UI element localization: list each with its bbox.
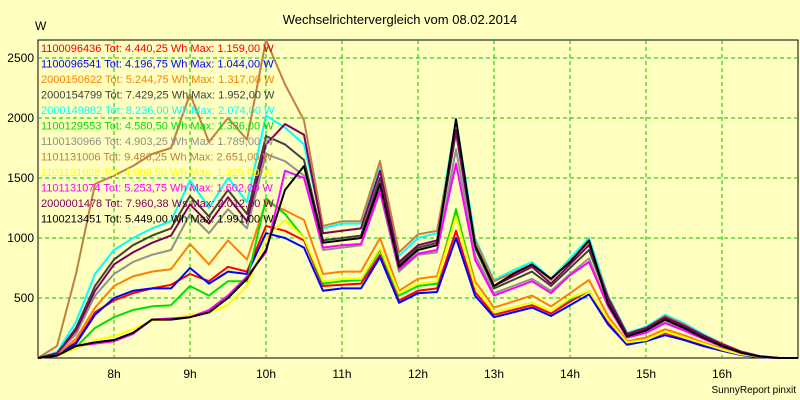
x-tick-label: 8h [107,367,120,381]
series-line-4 [37,114,798,359]
legend-entry: 1100096436 Tot: 4.440,25 Wh Max: 1.159,0… [41,43,274,55]
y-tick-label: 2500 [7,51,34,65]
x-tick-label: 14h [560,367,580,381]
x-tick-label: 15h [636,367,656,381]
y-tick-label: 2000 [7,111,34,125]
y-tick-labels: 500 1000 1500 2000 2500 [7,51,34,305]
series-line-0 [37,225,798,359]
series-line-2 [37,201,798,359]
legend-entry: 1100096541 Tot: 4.196,75 Wh Max: 1.044,0… [41,59,274,71]
x-tick-label: 11h [332,367,351,381]
legend-entry: 1101131074 Tot: 5.253,75 Wh Max: 1.602,0… [41,183,273,195]
series-line-11 [37,118,798,359]
legend-entry: 1101131028 Tot: 4.969,50 Wh Max: 1.320,0… [41,167,273,179]
series-line-7 [37,38,798,359]
x-tick-label: 13h [484,367,504,381]
legend-entry: 2000150622 Tot: 5.244,75 Wh Max: 1.317,0… [41,74,275,86]
legend-entry: 1100213451 Tot: 5.449,00 Wh Max: 1.991,0… [41,214,274,226]
y-tick-label: 1000 [7,231,34,245]
y-tick-label: 500 [14,291,34,305]
legend-entry: 2000149882 Tot: 8.236,00 Wh Max: 2.074,0… [41,105,275,117]
y-tick-label: 1500 [7,171,34,185]
legend-entry: 1100130966 Tot: 4.903,25 Wh Max: 1.789,0… [41,136,274,148]
x-tick-labels: 8h 9h 10h 11h 12h 13h 14h 15h 16h [107,367,732,381]
legend-entry: 2000154799 Tot: 7.429,25 Wh Max: 1.952,0… [41,90,275,102]
x-tick-label: 10h [256,367,276,381]
x-tick-label: 12h [408,367,428,381]
series-line-1 [37,232,798,359]
series-line-10 [37,123,798,359]
legend-entry: 1101131006 Tot: 9.486,25 Wh Max: 2.651,0… [41,152,273,164]
legend-entry: 2000001478 Tot: 7.960,38 Ws Max: 2.012,0… [41,198,274,210]
y-axis-label: W [35,19,47,33]
series-line-3 [37,131,798,359]
legend-entry: 1100129553 Tot: 4.580,50 Wh Max: 1.336,0… [41,121,274,133]
chart-title: Wechselrichtervergleich vom 08.02.2014 [283,12,518,27]
x-tick-label: 16h [712,367,732,381]
credit-text: SunnyReport pinxit [712,385,797,396]
legend: 1100096436 Tot: 4.440,25 Wh Max: 1.159,0… [41,43,275,226]
x-tick-label: 9h [183,367,196,381]
series-lines [37,38,798,359]
